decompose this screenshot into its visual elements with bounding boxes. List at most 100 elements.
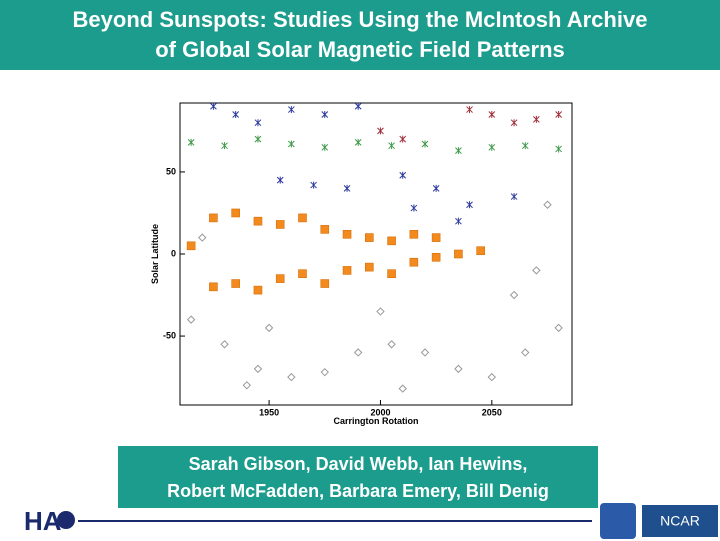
point — [377, 127, 384, 135]
author-line: Robert McFadden, Barbara Emery, Bill Den… — [167, 481, 549, 501]
point — [420, 348, 430, 357]
hao-logo: HA — [24, 506, 62, 536]
point — [342, 266, 352, 275]
point — [398, 384, 407, 393]
point — [275, 274, 285, 283]
point — [476, 246, 485, 256]
title-line: Beyond Sunspots: Studies Using the McInt… — [72, 7, 648, 32]
point — [387, 340, 396, 349]
point — [298, 269, 307, 278]
point — [387, 269, 396, 278]
point — [264, 323, 274, 333]
point — [221, 142, 228, 150]
point — [320, 367, 329, 377]
point — [186, 241, 196, 251]
author-line: Sarah Gibson, David Webb, Ian Hewins, — [188, 454, 528, 474]
point — [186, 315, 196, 324]
point — [488, 110, 496, 118]
point — [555, 145, 562, 153]
point — [409, 230, 419, 239]
point — [310, 181, 317, 189]
point — [209, 282, 218, 292]
point — [231, 279, 240, 288]
point — [488, 143, 496, 151]
point — [521, 142, 529, 150]
ncar-logo — [642, 505, 718, 537]
point — [555, 110, 562, 118]
point — [421, 140, 429, 148]
point — [431, 252, 441, 262]
point — [521, 348, 530, 357]
point — [509, 290, 519, 300]
x-axis-label: Carrington Rotation — [334, 416, 419, 426]
point — [353, 348, 363, 357]
y-tick-label: 50 — [166, 166, 176, 176]
point — [288, 140, 295, 148]
point — [399, 171, 407, 179]
point — [365, 262, 374, 272]
point — [543, 200, 552, 209]
nsf-logo — [600, 503, 636, 539]
point — [210, 102, 217, 110]
point — [298, 213, 307, 223]
point — [354, 138, 362, 146]
point — [321, 143, 329, 151]
point — [455, 147, 462, 155]
point — [232, 110, 240, 118]
point — [242, 381, 252, 390]
point — [276, 176, 284, 184]
point — [466, 106, 473, 114]
point — [365, 233, 374, 242]
point — [342, 230, 352, 239]
point — [554, 323, 563, 333]
point — [454, 364, 463, 374]
point — [288, 106, 295, 114]
point — [410, 204, 418, 212]
point — [409, 257, 419, 267]
point — [209, 213, 218, 223]
point — [343, 184, 351, 192]
point — [254, 119, 262, 127]
point — [399, 135, 407, 143]
point — [253, 216, 263, 226]
point — [187, 138, 195, 146]
point — [320, 279, 330, 288]
point — [432, 184, 440, 192]
point — [532, 266, 541, 275]
y-tick-label: -50 — [163, 330, 176, 340]
point — [254, 135, 262, 143]
point — [487, 372, 497, 382]
point — [320, 225, 330, 234]
point — [275, 220, 285, 229]
point — [466, 201, 473, 209]
point — [253, 285, 263, 295]
point — [287, 372, 296, 382]
x-tick-label: 2050 — [482, 407, 502, 417]
y-axis-label: Solar Latitude — [150, 224, 160, 284]
authors-box: Sarah Gibson, David Webb, Ian Hewins, Ro… — [118, 446, 598, 508]
plot-frame — [179, 102, 573, 406]
point — [321, 110, 329, 118]
point — [388, 142, 395, 150]
point — [354, 102, 362, 110]
point — [454, 249, 463, 259]
point — [220, 340, 229, 349]
title-bar: Beyond Sunspots: Studies Using the McInt… — [0, 0, 720, 70]
point — [231, 208, 240, 218]
point — [387, 236, 396, 246]
ncar-logo-text: NCAR — [660, 513, 700, 529]
x-tick-label: 1950 — [259, 407, 279, 417]
point — [510, 193, 518, 201]
point — [510, 119, 518, 127]
point — [376, 307, 385, 316]
x-tick-label: 2000 — [370, 407, 390, 417]
hao-logo-dot — [57, 511, 75, 529]
point — [455, 217, 462, 225]
point — [198, 233, 207, 242]
point — [533, 115, 540, 123]
point — [431, 233, 441, 242]
y-tick-label: 0 — [171, 248, 176, 258]
title-line: of Global Solar Magnetic Field Patterns — [155, 37, 565, 62]
